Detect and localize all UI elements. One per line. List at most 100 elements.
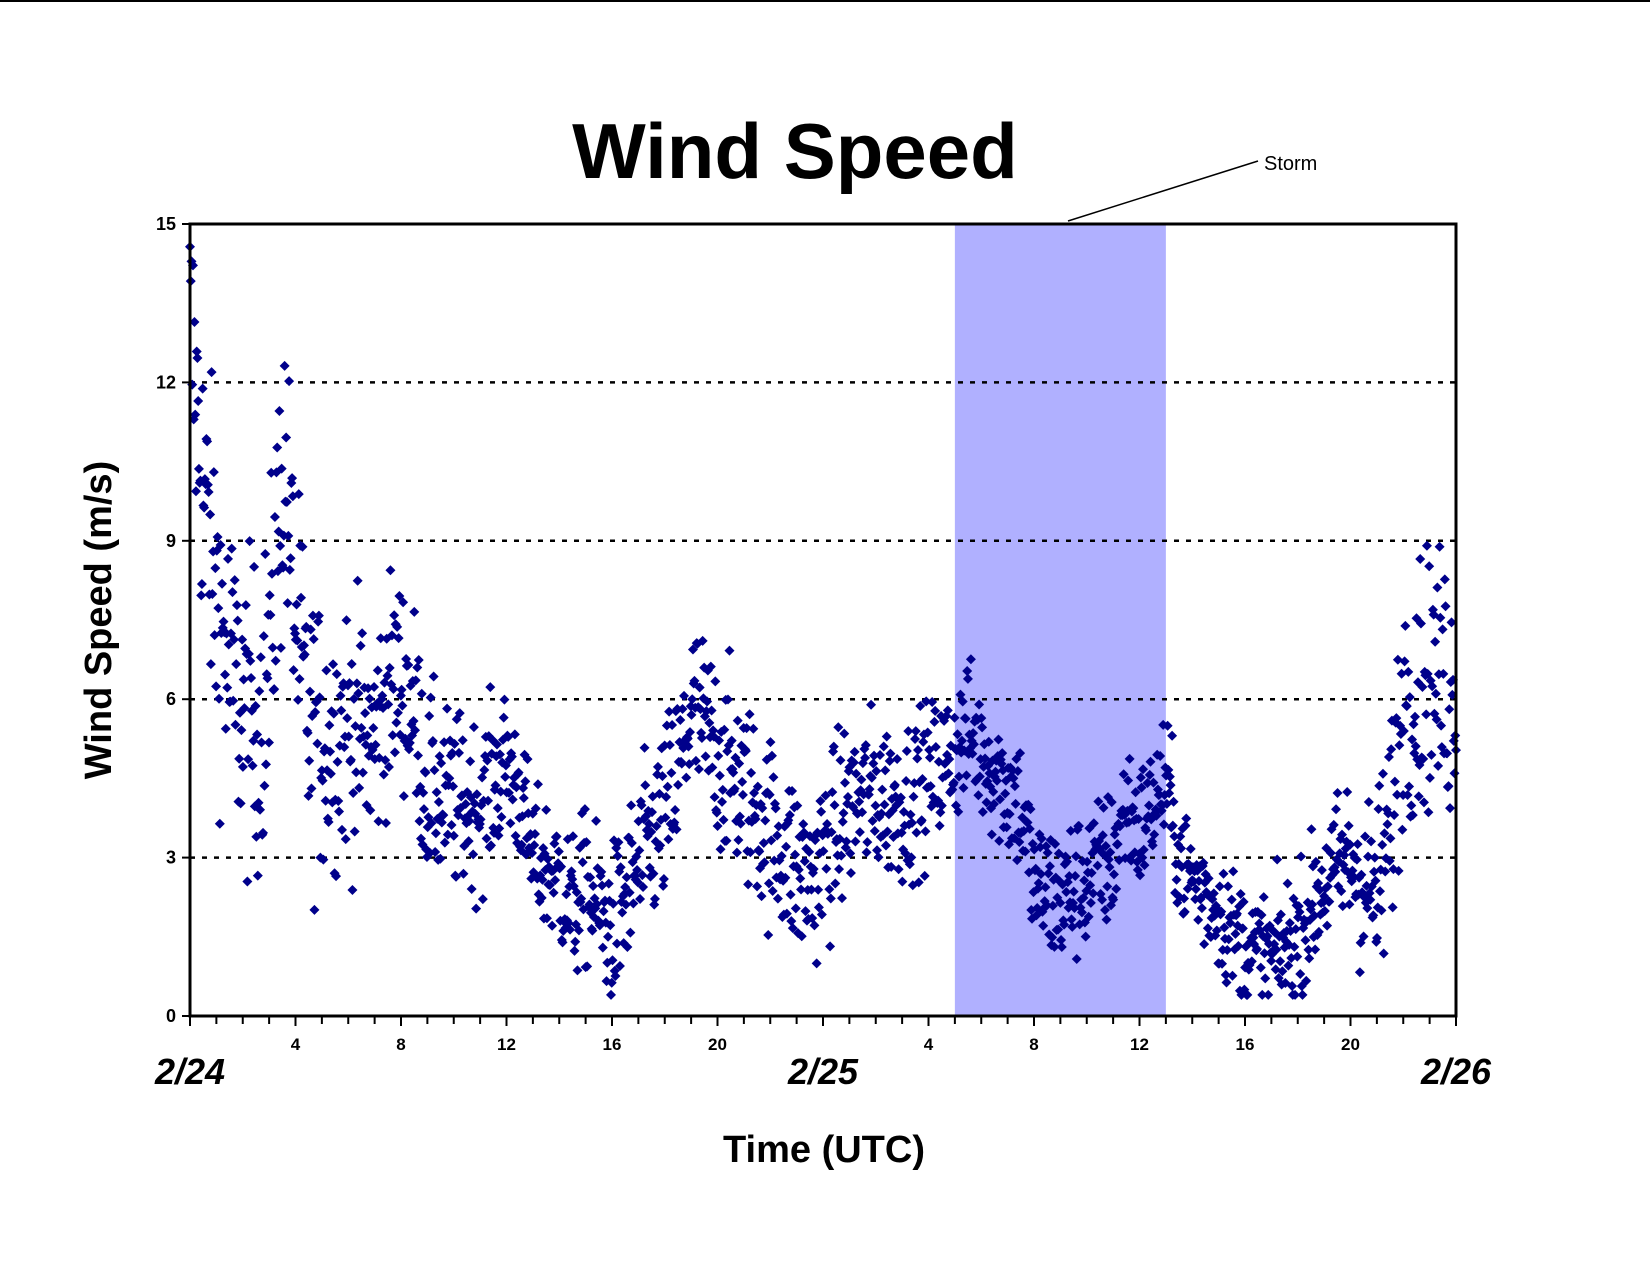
data-point: [882, 826, 893, 837]
data-point: [1418, 797, 1429, 808]
data-point: [702, 696, 713, 707]
x-tick-label: 8: [396, 1035, 405, 1054]
data-point: [1313, 926, 1324, 937]
data-point: [893, 864, 904, 875]
data-point: [530, 803, 541, 814]
data-point: [261, 759, 272, 770]
data-point: [1093, 796, 1104, 807]
data-point: [1342, 786, 1353, 797]
data-point: [1277, 966, 1288, 977]
data-point: [764, 789, 775, 800]
data-point: [603, 878, 614, 889]
data-point: [1230, 928, 1241, 939]
data-point: [463, 836, 474, 847]
data-point: [541, 804, 552, 815]
data-point: [231, 659, 242, 670]
data-point: [1137, 852, 1148, 863]
data-point: [833, 722, 844, 733]
data-point: [1080, 931, 1091, 942]
data-point: [687, 644, 698, 655]
data-point: [234, 753, 245, 764]
data-point: [1196, 903, 1207, 914]
data-point: [190, 409, 201, 420]
data-point: [263, 737, 274, 748]
data-point: [1012, 855, 1023, 866]
data-point: [339, 742, 350, 753]
data-point: [714, 735, 725, 746]
data-point: [1369, 852, 1380, 863]
data-point: [260, 549, 271, 560]
data-point: [905, 809, 916, 820]
data-point: [294, 673, 305, 684]
data-point: [1185, 843, 1196, 854]
data-point: [1365, 894, 1376, 905]
data-point: [960, 713, 971, 724]
data-point: [217, 578, 228, 589]
data-point: [652, 761, 663, 772]
data-point: [324, 720, 335, 731]
data-point: [638, 882, 649, 893]
data-point: [635, 894, 646, 905]
data-point: [333, 796, 344, 807]
data-point: [1106, 797, 1117, 808]
data-point: [255, 804, 266, 815]
data-point: [1313, 878, 1324, 889]
data-point: [360, 708, 371, 719]
data-point: [722, 694, 733, 705]
data-point: [983, 736, 994, 747]
data-point: [548, 887, 559, 898]
data-point: [1322, 881, 1333, 892]
data-point: [663, 834, 674, 845]
data-point: [503, 787, 514, 798]
data-point: [436, 817, 447, 828]
data-point: [567, 874, 578, 885]
data-point: [790, 849, 801, 860]
data-point: [1301, 975, 1312, 986]
data-point: [235, 798, 246, 809]
data-point: [196, 590, 207, 601]
data-point: [270, 655, 281, 666]
data-point: [378, 769, 389, 780]
data-point: [1393, 865, 1404, 876]
data-point: [1271, 944, 1282, 955]
data-point: [796, 884, 807, 895]
data-point: [1100, 840, 1111, 851]
data-point: [1307, 899, 1318, 910]
data-point: [380, 755, 391, 766]
data-point: [1294, 907, 1305, 918]
x-tick-label: 20: [708, 1035, 727, 1054]
data-point: [990, 766, 1001, 777]
data-point: [318, 854, 329, 865]
data-point: [499, 694, 510, 705]
data-point: [1190, 884, 1201, 895]
data-point: [741, 723, 752, 734]
data-point: [506, 751, 517, 762]
data-point: [657, 771, 668, 782]
data-point: [694, 682, 705, 693]
data-point: [661, 791, 672, 802]
data-point: [1167, 730, 1178, 741]
data-point: [1446, 617, 1457, 628]
data-point: [1123, 775, 1134, 786]
data-point: [1272, 854, 1283, 865]
data-point: [693, 764, 704, 775]
data-point: [1071, 954, 1082, 965]
data-point: [331, 871, 342, 882]
storm-annotation-line: [1067, 160, 1259, 222]
data-point: [1389, 776, 1400, 787]
data-point: [962, 666, 973, 677]
data-point: [293, 489, 304, 500]
data-point: [1142, 777, 1153, 788]
data-point: [1310, 856, 1321, 867]
data-point: [686, 709, 697, 720]
data-point: [731, 847, 742, 858]
data-point: [213, 603, 224, 614]
data-point: [870, 800, 881, 811]
data-point: [1373, 804, 1384, 815]
data-point: [336, 705, 347, 716]
data-point: [206, 367, 217, 378]
data-point: [732, 715, 743, 726]
data-point: [1202, 923, 1213, 934]
data-point: [425, 692, 436, 703]
data-point: [1175, 831, 1186, 842]
